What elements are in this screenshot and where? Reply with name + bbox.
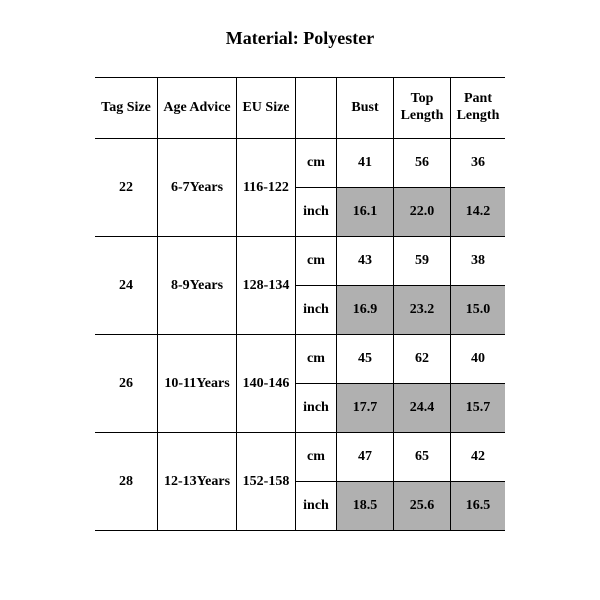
cell-eu: 116-122 — [237, 139, 296, 237]
cell-pant-cm: 42 — [451, 433, 506, 482]
cell-top-cm: 62 — [394, 335, 451, 384]
cell-eu: 140-146 — [237, 335, 296, 433]
cell-top-cm: 59 — [394, 237, 451, 286]
cell-top-inch: 24.4 — [394, 384, 451, 433]
cell-eu: 152-158 — [237, 433, 296, 531]
page-title: Material: Polyester — [0, 28, 600, 49]
col-age-advice: Age Advice — [158, 78, 237, 139]
table-row: 26 10-11Years 140-146 cm 45 62 40 — [95, 335, 505, 384]
col-eu-size: EU Size — [237, 78, 296, 139]
cell-unit-inch: inch — [296, 482, 337, 531]
cell-pant-cm: 36 — [451, 139, 506, 188]
cell-tag: 22 — [95, 139, 158, 237]
cell-tag: 24 — [95, 237, 158, 335]
cell-top-cm: 65 — [394, 433, 451, 482]
cell-pant-inch: 16.5 — [451, 482, 506, 531]
cell-bust-cm: 41 — [337, 139, 394, 188]
cell-pant-cm: 38 — [451, 237, 506, 286]
cell-top-inch: 25.6 — [394, 482, 451, 531]
cell-age: 6-7Years — [158, 139, 237, 237]
cell-bust-cm: 43 — [337, 237, 394, 286]
col-bust: Bust — [337, 78, 394, 139]
cell-tag: 26 — [95, 335, 158, 433]
table-row: 24 8-9Years 128-134 cm 43 59 38 — [95, 237, 505, 286]
col-unit — [296, 78, 337, 139]
cell-age: 10-11Years — [158, 335, 237, 433]
cell-top-cm: 56 — [394, 139, 451, 188]
cell-pant-inch: 14.2 — [451, 188, 506, 237]
cell-bust-inch: 16.9 — [337, 286, 394, 335]
cell-tag: 28 — [95, 433, 158, 531]
cell-pant-inch: 15.7 — [451, 384, 506, 433]
col-top-length: Top Length — [394, 78, 451, 139]
col-top-line1: Top — [411, 91, 434, 106]
col-pant-line2: Length — [457, 108, 500, 123]
cell-bust-cm: 45 — [337, 335, 394, 384]
cell-age: 8-9Years — [158, 237, 237, 335]
cell-unit-cm: cm — [296, 335, 337, 384]
cell-unit-cm: cm — [296, 139, 337, 188]
sizing-chart-page: Material: Polyester Tag Size Age Advice … — [0, 0, 600, 600]
table-row: 28 12-13Years 152-158 cm 47 65 42 — [95, 433, 505, 482]
sizing-table: Tag Size Age Advice EU Size Bust Top Len… — [95, 77, 505, 531]
cell-eu: 128-134 — [237, 237, 296, 335]
col-top-line2: Length — [401, 108, 444, 123]
cell-pant-inch: 15.0 — [451, 286, 506, 335]
cell-age: 12-13Years — [158, 433, 237, 531]
cell-unit-inch: inch — [296, 286, 337, 335]
cell-bust-inch: 16.1 — [337, 188, 394, 237]
cell-bust-inch: 17.7 — [337, 384, 394, 433]
cell-bust-inch: 18.5 — [337, 482, 394, 531]
cell-unit-inch: inch — [296, 384, 337, 433]
cell-top-inch: 23.2 — [394, 286, 451, 335]
cell-unit-inch: inch — [296, 188, 337, 237]
table-row: 22 6-7Years 116-122 cm 41 56 36 — [95, 139, 505, 188]
col-pant-line1: Pant — [464, 91, 492, 106]
cell-pant-cm: 40 — [451, 335, 506, 384]
col-tag-size: Tag Size — [95, 78, 158, 139]
cell-unit-cm: cm — [296, 433, 337, 482]
cell-top-inch: 22.0 — [394, 188, 451, 237]
col-pant-length: Pant Length — [451, 78, 506, 139]
cell-bust-cm: 47 — [337, 433, 394, 482]
table-header-row: Tag Size Age Advice EU Size Bust Top Len… — [95, 78, 505, 139]
cell-unit-cm: cm — [296, 237, 337, 286]
